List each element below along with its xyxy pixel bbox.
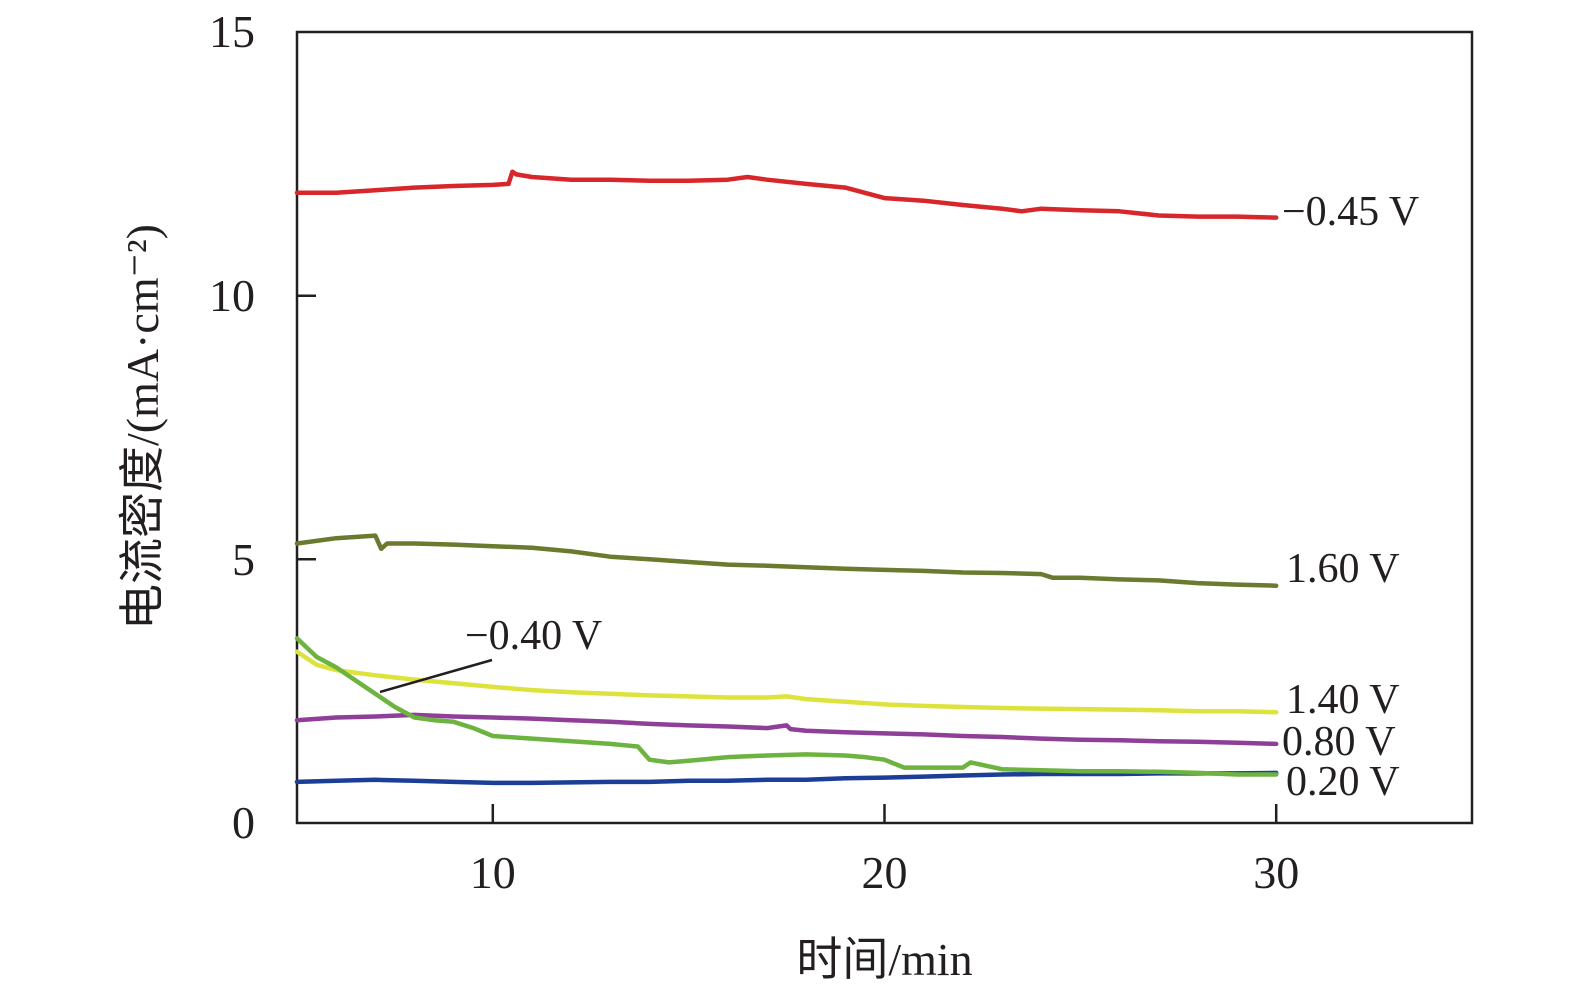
series-line-0 [294,169,1279,220]
x-tick-label-30: 30 [1253,847,1299,898]
y-tick-label-5: 5 [232,534,255,585]
series-line-3 [294,712,1279,747]
y-axis-title: 电流密度/(mA·cm⁻²) [117,224,168,630]
series-label-080: 0.80 V [1282,719,1396,765]
series-label-neg045: −0.45 V [1282,189,1419,235]
y-tick-label-15: 15 [209,6,255,57]
series-label-160: 1.60 V [1286,546,1400,592]
y-tick-label-10: 10 [209,270,255,321]
x-axis-title: 时间/min [796,934,972,985]
series-group [294,169,1279,786]
callout-line-neg040 [379,658,493,694]
series-line-2 [294,649,1279,715]
series-line-4 [294,770,1279,786]
y-tick-label-0: 0 [232,797,255,848]
series-line-1 [294,533,1279,588]
series-label-neg040: −0.40 V [465,613,602,659]
x-tick-label-20: 20 [862,847,908,898]
series-line-5 [294,636,1279,777]
series-label-140: 1.40 V [1286,677,1400,723]
series-label-020: 0.20 V [1286,759,1400,805]
x-tick-label-10: 10 [470,847,516,898]
